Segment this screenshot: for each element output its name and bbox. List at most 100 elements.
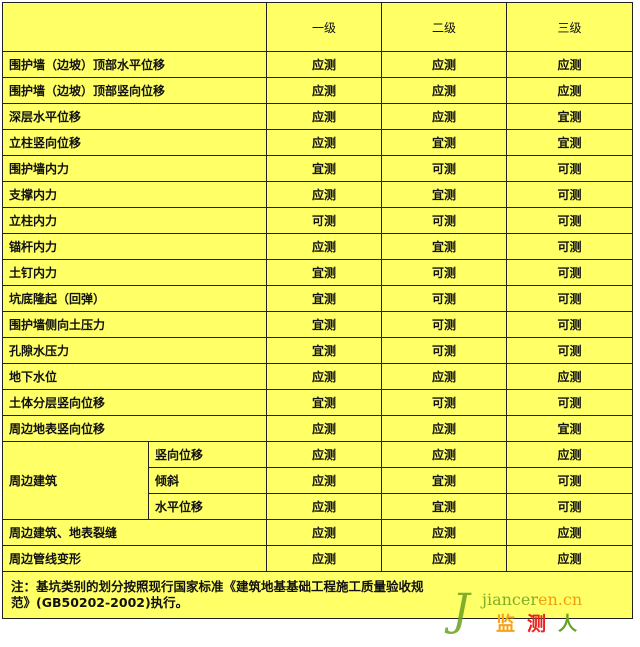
item-label: 围护墙内力 [2,155,267,182]
table-row: 地下水位 应测 应测 应测 [2,363,633,390]
level-1-value: 应测 [266,233,382,260]
level-3-value: 宜测 [506,103,633,130]
note-row: 注：基坑类别的划分按照现行国家标准《建筑地基基础工程施工质量验收规范》(GB50… [2,571,633,619]
header-level-2: 二级 [381,2,507,52]
item-label: 支撑内力 [2,181,267,208]
level-1-value: 宜测 [266,155,382,182]
level-3-value: 宜测 [506,129,633,156]
level-2-value: 应测 [381,441,507,468]
sub-item-label: 水平位移 [148,493,267,520]
level-1-value: 应测 [266,103,382,130]
monitoring-items-table: 一级 二级 三级 围护墙（边坡）顶部水平位移 应测 应测 应测 围护墙（边坡）顶部竖向位… [2,2,633,619]
item-label: 锚杆内力 [2,233,267,260]
level-2-value: 应测 [381,77,507,104]
level-1-value: 宜测 [266,259,382,286]
table-row: 围护墙侧向土压力 宜测 可测 可测 [2,311,633,338]
level-1-value: 宜测 [266,311,382,338]
level-1-value: 应测 [266,129,382,156]
item-label: 周边管线变形 [2,545,267,572]
table-row: 周边地表竖向位移 应测 应测 宜测 [2,415,633,442]
level-2-value: 可测 [381,155,507,182]
table-row: 倾斜 应测 宜测 可测 [3,467,633,494]
table-row: 坑底隆起（回弹） 宜测 可测 可测 [2,285,633,312]
item-label: 周边地表竖向位移 [2,415,267,442]
level-3-value: 应测 [506,441,633,468]
level-1-value: 宜测 [266,389,382,416]
level-1-value: 应测 [266,519,382,546]
table-row: 围护墙内力 宜测 可测 可测 [2,155,633,182]
level-3-value: 可测 [506,181,633,208]
level-2-value: 应测 [381,545,507,572]
table-row: 土钉内力 宜测 可测 可测 [2,259,633,286]
header-row: 一级 二级 三级 [2,2,633,52]
level-3-value: 可测 [506,493,633,520]
item-label: 周边建筑、地表裂缝 [2,519,267,546]
header-level-3: 三级 [506,2,633,52]
group-label: 周边建筑 [2,441,149,520]
level-3-value: 可测 [506,311,633,338]
table-row: 立柱内力 可测 可测 可测 [2,207,633,234]
item-label: 孔隙水压力 [2,337,267,364]
header-corner [2,2,267,52]
sub-item-label: 倾斜 [148,467,267,494]
level-3-value: 可测 [506,259,633,286]
level-2-value: 应测 [381,51,507,78]
table-row: 周边建筑 竖向位移 应测 应测 应测 [2,441,633,520]
level-1-value: 应测 [266,181,382,208]
level-1-value: 宜测 [266,285,382,312]
item-label: 立柱内力 [2,207,267,234]
level-3-value: 可测 [506,155,633,182]
level-2-value: 应测 [381,519,507,546]
item-label: 深层水平位移 [2,103,267,130]
level-3-value: 可测 [506,207,633,234]
item-label: 土钉内力 [2,259,267,286]
level-1-value: 应测 [266,77,382,104]
level-2-value: 可测 [381,207,507,234]
level-1-value: 应测 [266,545,382,572]
level-2-value: 宜测 [381,181,507,208]
level-2-value: 可测 [381,311,507,338]
table-row: 水平位移 应测 宜测 可测 [3,493,633,520]
item-label: 地下水位 [2,363,267,390]
table-row: 土体分层竖向位移 宜测 可测 可测 [2,389,633,416]
level-1-value: 应测 [266,467,382,494]
item-label: 围护墙（边坡）顶部竖向位移 [2,77,267,104]
level-3-value: 可测 [506,285,633,312]
level-3-value: 可测 [506,337,633,364]
table-row: 立柱竖向位移 应测 宜测 宜测 [2,129,633,156]
level-3-value: 应测 [506,363,633,390]
item-label: 土体分层竖向位移 [2,389,267,416]
level-2-value: 宜测 [381,233,507,260]
item-label: 围护墙侧向土压力 [2,311,267,338]
level-2-value: 宜测 [381,467,507,494]
sub-item-label: 竖向位移 [148,441,267,468]
level-1-value: 应测 [266,441,382,468]
item-label: 立柱竖向位移 [2,129,267,156]
footnote: 注：基坑类别的划分按照现行国家标准《建筑地基基础工程施工质量验收规范》(GB50… [2,571,633,619]
level-3-value: 可测 [506,389,633,416]
table-row: 周边管线变形 应测 应测 应测 [2,545,633,572]
table-row: 孔隙水压力 宜测 可测 可测 [2,337,633,364]
table-row: 深层水平位移 应测 应测 宜测 [2,103,633,130]
level-3-value: 应测 [506,77,633,104]
table-row: 周边建筑、地表裂缝 应测 应测 应测 [2,519,633,546]
level-2-value: 应测 [381,363,507,390]
level-3-value: 可测 [506,233,633,260]
level-3-value: 应测 [506,51,633,78]
level-1-value: 宜测 [266,337,382,364]
level-3-value: 宜测 [506,415,633,442]
level-1-value: 应测 [266,51,382,78]
level-2-value: 可测 [381,259,507,286]
level-1-value: 应测 [266,415,382,442]
level-2-value: 应测 [381,103,507,130]
header-level-1: 一级 [266,2,382,52]
level-3-value: 应测 [506,519,633,546]
level-3-value: 应测 [506,545,633,572]
level-1-value: 应测 [266,363,382,390]
level-2-value: 可测 [381,337,507,364]
item-label: 围护墙（边坡）顶部水平位移 [2,51,267,78]
table-row: 锚杆内力 应测 宜测 可测 [2,233,633,260]
level-1-value: 可测 [266,207,382,234]
table-row: 围护墙（边坡）顶部水平位移 应测 应测 应测 [2,51,633,78]
table-row: 围护墙（边坡）顶部竖向位移 应测 应测 应测 [2,77,633,104]
